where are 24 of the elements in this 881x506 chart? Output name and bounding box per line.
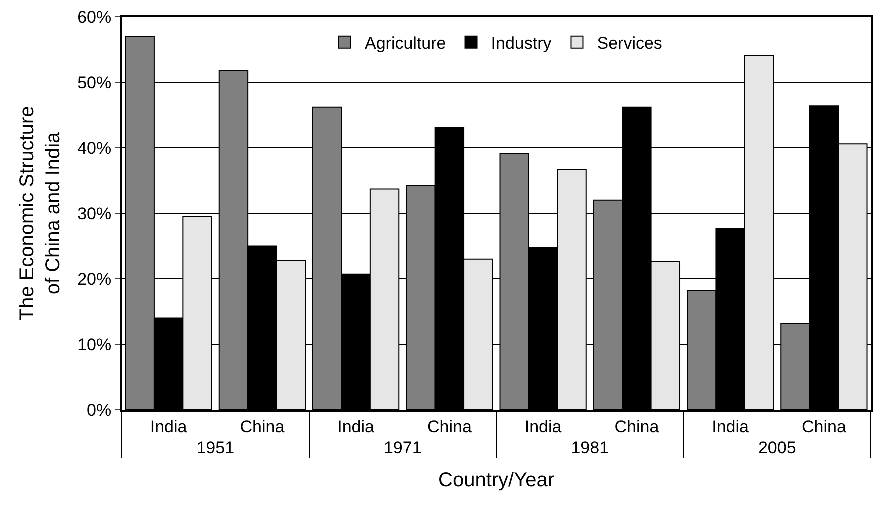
text: 2005 <box>758 438 796 458</box>
text: 1951 <box>196 438 235 458</box>
x-tick-label: India <box>524 417 562 436</box>
y-tick-label: 0% <box>87 400 112 420</box>
x-tick-label: India <box>338 417 376 436</box>
legend-label: Industry <box>491 34 552 54</box>
text: 1971 <box>384 438 422 458</box>
x-tick-label: China <box>427 417 472 436</box>
x-tick-label: China <box>802 417 847 436</box>
y-tick-label: 10% <box>78 335 112 354</box>
x-tick-label: China <box>614 417 660 436</box>
y-tick-label: 60% <box>78 8 112 27</box>
y-tick-label: 20% <box>78 270 112 289</box>
legend-label: Services <box>597 34 662 54</box>
y-tick-label: 30% <box>78 204 112 224</box>
x-axis-title: Country/Year <box>438 469 555 492</box>
x-tick-label: China <box>240 417 286 436</box>
text: 1981 <box>571 438 610 458</box>
y-tick-label: 50% <box>78 73 112 92</box>
y-axis-title: The Economic Structure of China and India <box>16 106 65 321</box>
y-tick-label: 40% <box>78 138 112 158</box>
x-tick-label: India <box>712 417 750 436</box>
x-tick-label: India <box>150 417 188 436</box>
legend-label: Agriculture <box>365 34 446 54</box>
